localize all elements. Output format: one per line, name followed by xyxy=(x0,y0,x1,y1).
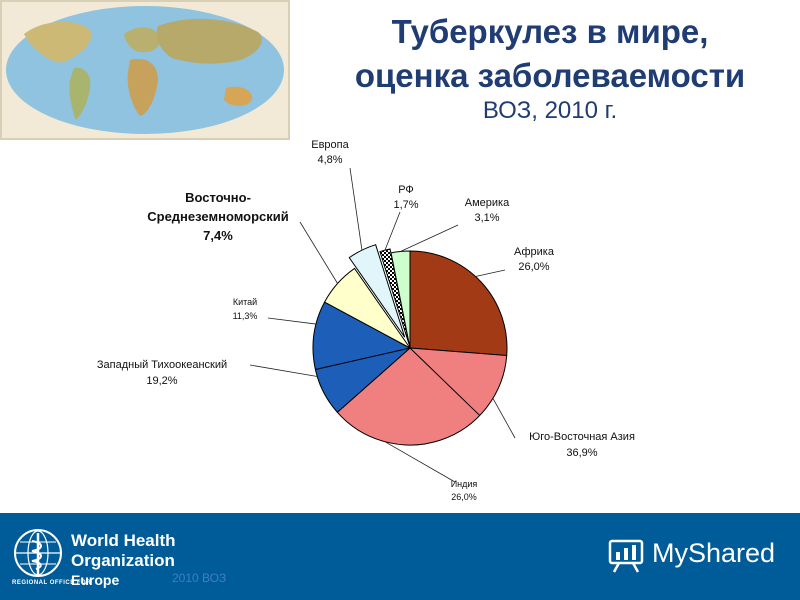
leader-south-east-asia xyxy=(492,398,516,439)
watermark-text: MyShared xyxy=(652,538,776,568)
leader-europe xyxy=(349,167,363,251)
who-name-line-2: Organization xyxy=(71,551,175,570)
pie-slice-africa xyxy=(409,250,508,357)
label-americas: Америка xyxy=(465,197,510,209)
leader-india xyxy=(384,441,456,483)
label-western-pacific: Западный Тихоокеанский xyxy=(97,359,227,371)
value-rf: 1,7% xyxy=(393,199,418,211)
leader-china xyxy=(267,317,317,325)
divider-india xyxy=(409,347,481,416)
value-western-pacific: 19,2% xyxy=(146,375,177,387)
label-india: Индия xyxy=(451,479,478,489)
title-line-1: Туберкулез в мире, xyxy=(391,13,709,50)
value-india: 26,0% xyxy=(451,492,477,502)
label-south-east-asia: Юго-Восточная Азия xyxy=(529,431,635,443)
leader-emro xyxy=(299,221,338,284)
who-name-line-1: World Health xyxy=(71,531,176,550)
pie-slice-sea xyxy=(336,347,508,446)
pie-chart: Европа 4,8% РФ 1,7% Америка 3,1% Африка … xyxy=(97,139,635,502)
footer-bar: World Health Organization REGIONAL OFFIC… xyxy=(0,513,800,600)
title-line-2: оценка заболеваемости xyxy=(354,57,746,94)
world-map-graphic xyxy=(6,6,284,134)
value-emro: 7,4% xyxy=(203,228,233,243)
who-region: Europe xyxy=(71,572,120,588)
presentation-board-icon xyxy=(608,539,644,573)
leader-rf xyxy=(384,211,401,251)
label-emro-line1: Восточно- xyxy=(185,190,251,205)
value-africa: 26,0% xyxy=(518,261,549,273)
leader-western-pacific xyxy=(249,364,318,377)
who-regional-office: REGIONAL OFFICE FOR xyxy=(12,580,92,586)
subtitle: ВОЗ, 2010 г. xyxy=(482,97,618,124)
pie-slice-wp xyxy=(312,301,411,413)
faint-caption: 2010 ВОЗ xyxy=(172,571,227,585)
value-americas: 3,1% xyxy=(474,212,499,224)
pie-slice-americas xyxy=(390,250,411,349)
divider-china xyxy=(315,347,411,370)
pie-slice-emro xyxy=(323,267,411,349)
label-africa: Африка xyxy=(514,246,555,258)
value-europe: 4,8% xyxy=(317,154,342,166)
leader-americas xyxy=(400,224,459,252)
label-china: Китай xyxy=(233,297,257,307)
who-emblem-icon xyxy=(14,529,62,577)
label-rf: РФ xyxy=(398,184,414,196)
world-map-image xyxy=(0,0,290,140)
value-china: 11,3% xyxy=(233,311,258,321)
label-emro-line2: Среднеземноморский xyxy=(147,209,289,224)
value-south-east-asia: 36,9% xyxy=(566,447,597,459)
label-europe: Европа xyxy=(311,139,349,151)
leader-africa xyxy=(475,269,506,277)
